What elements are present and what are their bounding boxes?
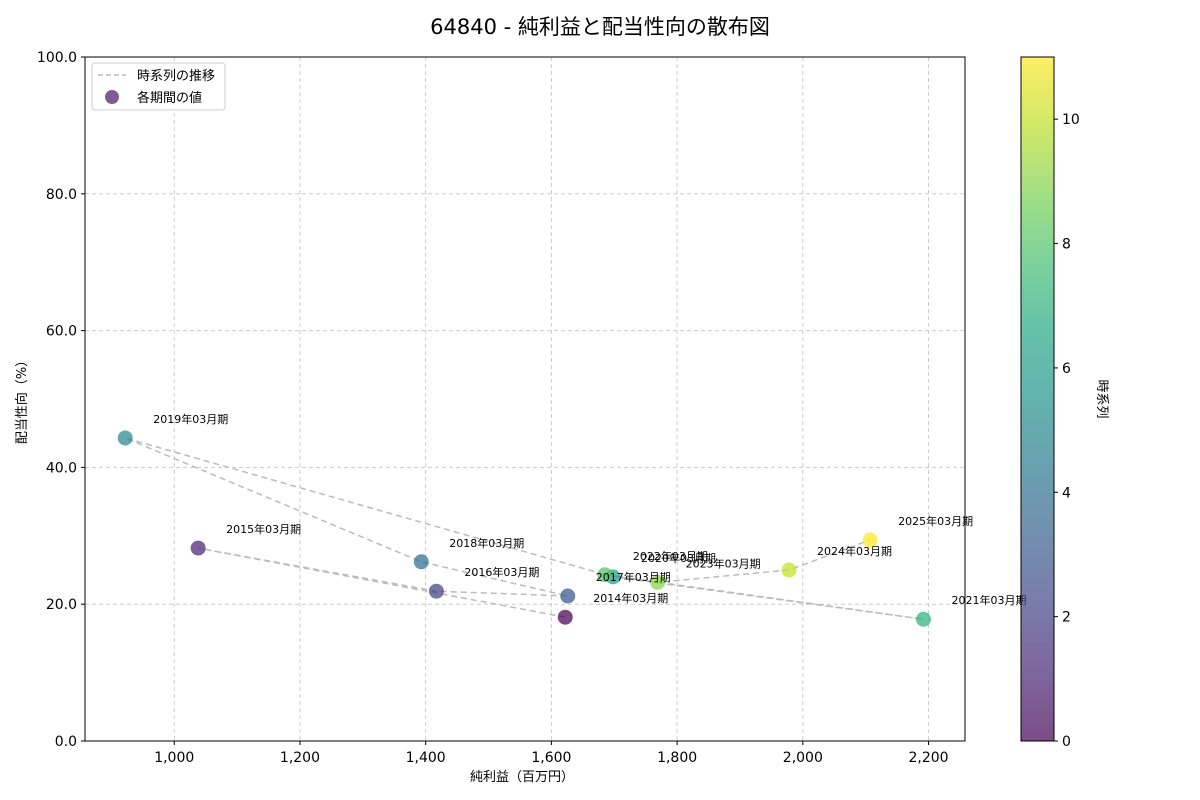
colorbar-tick-label: 6 (1062, 361, 1071, 377)
plot-frame (84, 56, 966, 742)
x-tick-label: 1,800 (657, 750, 697, 766)
data-point (650, 574, 666, 590)
legend-entry-trend: 時系列の推移 (137, 69, 215, 84)
x-tick-label: 1,200 (280, 750, 320, 766)
y-tick-label: 80.0 (46, 187, 77, 203)
trend-line (124, 437, 924, 620)
colorbar-label: 時系列 (1094, 379, 1109, 418)
point-label: 2017年03月期 (596, 570, 671, 584)
legend: 時系列の推移 各期間の値 (91, 62, 226, 111)
data-point (190, 540, 206, 556)
data-point (428, 583, 444, 599)
trend-polyline (124, 437, 924, 620)
y-tick-label: 0.0 (55, 734, 77, 750)
data-point (862, 532, 878, 548)
x-tick-label: 2,000 (783, 750, 823, 766)
colorbar-tick-label: 4 (1062, 485, 1071, 501)
point-label: 2023年03月期 (686, 556, 761, 570)
x-axis-label: 純利益（百万円） (470, 770, 574, 785)
data-points (117, 430, 932, 627)
y-axis-ticks: 0.0 20.0 40.0 60.0 80.0 100.0 (37, 50, 85, 750)
point-label: 2022年03月期 (633, 549, 708, 563)
point-label: 2015年03月期 (226, 522, 301, 536)
data-point (916, 611, 932, 627)
x-tick-label: 1,600 (531, 750, 571, 766)
colorbar-ticks: 0 2 4 6 8 10 (1054, 112, 1080, 750)
colorbar: 0 2 4 6 8 10 時系列 (1020, 56, 1109, 750)
point-label: 2024年03月期 (817, 544, 892, 558)
grid-lines (85, 57, 965, 741)
point-label: 2020年03月期 (641, 551, 716, 565)
point-label: 2021年03月期 (952, 593, 1027, 607)
point-label: 2016年03月期 (464, 565, 539, 579)
data-point (560, 588, 576, 604)
point-label: 2014年03月期 (593, 591, 668, 605)
x-tick-label: 1,400 (406, 750, 446, 766)
colorbar-tick-label: 2 (1062, 610, 1071, 626)
point-labels: 2014年03月期 2015年03月期 2016年03月期 2017年03月期 2018… (153, 412, 1026, 607)
colorbar-gradient (1020, 56, 1055, 742)
point-label: 2018年03月期 (449, 536, 524, 550)
colorbar-tick-label: 10 (1062, 112, 1080, 128)
point-label: 2019年03月期 (153, 412, 228, 426)
chart-title: 64840 - 純利益と配当性向の散布図 (430, 15, 770, 39)
data-point (413, 554, 429, 570)
data-point (597, 567, 613, 583)
legend-entry-points: 各期間の値 (137, 90, 202, 106)
data-point (781, 562, 797, 578)
y-axis-label: 配当性向（%） (14, 354, 30, 444)
colorbar-tick-label: 0 (1062, 734, 1071, 750)
legend-marker-icon (105, 90, 119, 104)
y-tick-label: 60.0 (46, 324, 77, 340)
data-point (117, 430, 133, 446)
y-tick-label: 20.0 (46, 597, 77, 613)
x-axis-ticks: 1,000 1,200 1,400 1,600 1,800 2,000 2,200 (154, 741, 949, 766)
x-tick-label: 1,000 (154, 750, 194, 766)
x-tick-label: 2,200 (908, 750, 948, 766)
data-point (557, 609, 573, 625)
colorbar-tick-label: 8 (1062, 237, 1071, 253)
point-label: 2025年03月期 (898, 514, 973, 528)
y-tick-label: 40.0 (46, 460, 77, 476)
y-tick-label: 100.0 (37, 50, 77, 66)
